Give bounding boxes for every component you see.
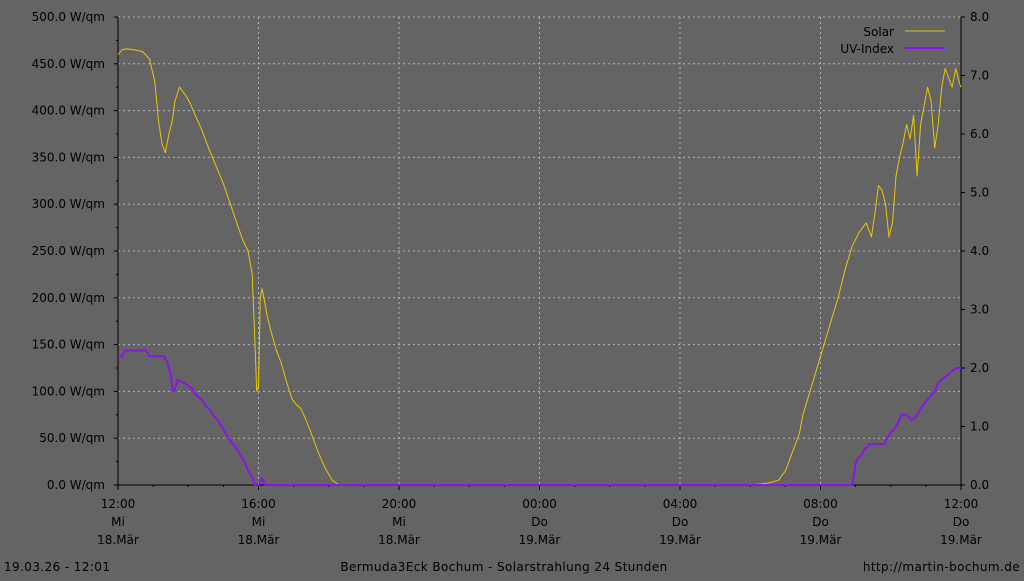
footer-timestamp: 19.03.26 - 12:01 bbox=[4, 560, 110, 574]
x-tick-date: 18.Mär bbox=[378, 533, 420, 547]
x-tick-time: 04:00 bbox=[663, 497, 698, 511]
x-tick-time: 12:00 bbox=[101, 497, 136, 511]
x-tick-weekday: Mi bbox=[252, 515, 266, 529]
y-right-tick-label: 6.0 bbox=[970, 127, 989, 141]
x-tick-time: 16:00 bbox=[241, 497, 276, 511]
x-tick-weekday: Do bbox=[953, 515, 970, 529]
footer-url: http://martin-bochum.de bbox=[863, 560, 1020, 574]
y-left-tick-label: 200.0 W/qm bbox=[32, 291, 105, 305]
x-tick-time: 08:00 bbox=[803, 497, 838, 511]
footer-title: Bermuda3Eck Bochum - Solarstrahlung 24 S… bbox=[340, 560, 667, 574]
y-right-tick-label: 3.0 bbox=[970, 303, 989, 317]
y-left-tick-label: 250.0 W/qm bbox=[32, 244, 105, 258]
y-left-tick-label: 100.0 W/qm bbox=[32, 384, 105, 398]
y-right-tick-label: 4.0 bbox=[970, 244, 989, 258]
x-tick-date: 19.Mär bbox=[659, 533, 701, 547]
x-tick-weekday: Do bbox=[672, 515, 689, 529]
y-right-tick-label: 5.0 bbox=[970, 186, 989, 200]
y-right-tick-label: 1.0 bbox=[970, 420, 989, 434]
grid-layer bbox=[118, 16, 961, 485]
x-tick-date: 18.Mär bbox=[97, 533, 139, 547]
x-tick-weekday: Do bbox=[812, 515, 829, 529]
y-right-tick-label: 0.0 bbox=[970, 478, 989, 492]
x-tick-weekday: Mi bbox=[392, 515, 406, 529]
y-right-tick-label: 8.0 bbox=[970, 10, 989, 24]
y-left-tick-label: 350.0 W/qm bbox=[32, 150, 105, 164]
y-left-tick-label: 50.0 W/qm bbox=[39, 431, 105, 445]
legend-label-solar: Solar bbox=[863, 25, 894, 39]
x-tick-time: 00:00 bbox=[522, 497, 557, 511]
x-tick-weekday: Mi bbox=[111, 515, 125, 529]
y-left-tick-label: 300.0 W/qm bbox=[32, 197, 105, 211]
legend-label-uv: UV-Index bbox=[840, 42, 894, 56]
x-tick-date: 18.Mär bbox=[238, 533, 280, 547]
y-right-tick-label: 2.0 bbox=[970, 361, 989, 375]
x-tick-weekday: Do bbox=[531, 515, 548, 529]
y-left-tick-label: 0.0 W/qm bbox=[47, 478, 105, 492]
y-left-tick-label: 400.0 W/qm bbox=[32, 104, 105, 118]
x-tick-time: 12:00 bbox=[944, 497, 979, 511]
x-tick-time: 20:00 bbox=[382, 497, 417, 511]
y-left-tick-label: 450.0 W/qm bbox=[32, 57, 105, 71]
x-tick-date: 19.Mär bbox=[800, 533, 842, 547]
series-layer bbox=[117, 48, 962, 486]
y-left-tick-label: 150.0 W/qm bbox=[32, 338, 105, 352]
legend: Solar UV-Index bbox=[840, 25, 945, 56]
y-right-tick-label: 7.0 bbox=[970, 69, 989, 83]
series-line-uv-index bbox=[118, 349, 961, 486]
x-tick-date: 19.Mär bbox=[940, 533, 982, 547]
y-left-tick-label: 500.0 W/qm bbox=[32, 10, 105, 24]
footer: 19.03.26 - 12:01 Bermuda3Eck Bochum - So… bbox=[4, 560, 1020, 574]
x-tick-date: 19.Mär bbox=[519, 533, 561, 547]
